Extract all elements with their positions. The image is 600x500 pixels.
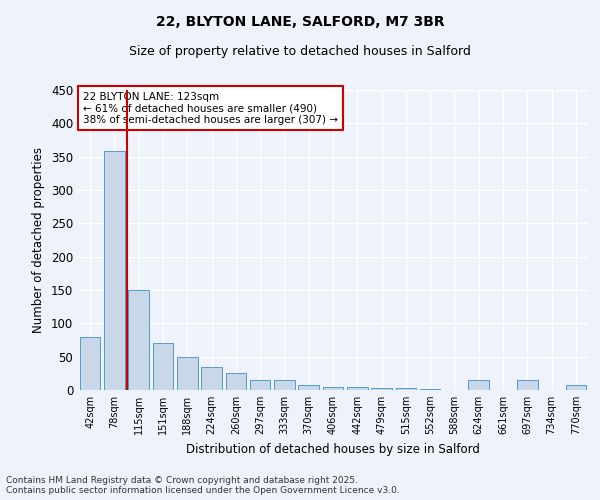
Bar: [250, 380, 271, 390]
Bar: [371, 388, 392, 390]
Text: 22, BLYTON LANE, SALFORD, M7 3BR: 22, BLYTON LANE, SALFORD, M7 3BR: [155, 15, 445, 29]
Text: Size of property relative to detached houses in Salford: Size of property relative to detached ho…: [129, 45, 471, 58]
Bar: [298, 384, 319, 390]
Bar: [226, 374, 246, 390]
Text: Contains HM Land Registry data © Crown copyright and database right 2025.
Contai: Contains HM Land Registry data © Crown c…: [6, 476, 400, 495]
Bar: [177, 356, 197, 390]
Bar: [469, 380, 489, 390]
Bar: [128, 290, 149, 390]
Bar: [323, 386, 343, 390]
Bar: [517, 380, 538, 390]
Bar: [104, 152, 125, 390]
Bar: [420, 388, 440, 390]
Bar: [395, 388, 416, 390]
Bar: [152, 344, 173, 390]
Bar: [80, 336, 100, 390]
Y-axis label: Number of detached properties: Number of detached properties: [32, 147, 46, 333]
Bar: [201, 366, 222, 390]
Text: 22 BLYTON LANE: 123sqm
← 61% of detached houses are smaller (490)
38% of semi-de: 22 BLYTON LANE: 123sqm ← 61% of detached…: [83, 92, 338, 124]
Bar: [274, 380, 295, 390]
X-axis label: Distribution of detached houses by size in Salford: Distribution of detached houses by size …: [186, 442, 480, 456]
Bar: [347, 386, 368, 390]
Bar: [566, 386, 586, 390]
